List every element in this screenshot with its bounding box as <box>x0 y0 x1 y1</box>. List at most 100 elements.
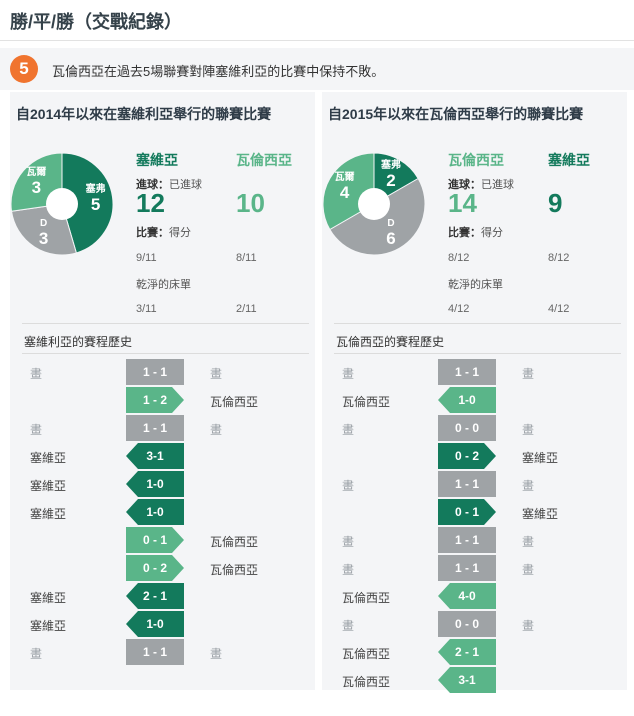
matches-label-main: 比賽： <box>448 227 481 239</box>
row-right-label: 瓦倫西亞 <box>210 395 259 409</box>
row-right-label: 瓦倫西亞 <box>210 563 259 577</box>
history-title: 塞維利亞的賽程歷史 <box>24 335 133 349</box>
score-pill: 0 - 0 <box>438 611 496 637</box>
goals-label-main: 進球： <box>136 179 169 191</box>
team-b-clean: 2/11 <box>236 303 257 315</box>
row-left-label: 瓦倫西亞 <box>342 647 391 661</box>
score-pill: 1 - 1 <box>126 639 184 665</box>
score-pill: 1 - 1 <box>438 471 496 497</box>
goals-label: 進球：已進球 <box>448 176 514 192</box>
row-right-label: 畫 <box>522 619 535 633</box>
history-row: 畫 1 - 1 畫 <box>322 358 627 386</box>
team-b-clean: 4/12 <box>548 303 570 315</box>
row-left-label: 瓦倫西亞 <box>342 591 391 605</box>
team-b-name: 瓦倫西亞 <box>236 152 292 168</box>
score-pill: 1-0 <box>126 471 184 497</box>
stat-callout: 5 瓦倫西亞在過去5場聯賽對陣塞維利亞的比賽中保持不敗。 <box>0 48 634 90</box>
score-pill: 1-0 <box>126 611 184 637</box>
pie-slice <box>61 152 114 254</box>
pie-slice-label: 瓦爾 3 <box>20 166 52 197</box>
results-pie: 塞弗 2 D 6 瓦爾 4 <box>322 152 426 256</box>
row-left-label: 畫 <box>30 423 43 437</box>
history-row: 瓦倫西亞 3-1 <box>322 666 627 694</box>
score-pill: 0 - 1 <box>126 527 184 553</box>
goals-label-sub: 已進球 <box>481 179 514 191</box>
row-left-label: 畫 <box>30 367 43 381</box>
history-row: 瓦倫西亞 2 - 1 <box>322 638 627 666</box>
matches-label-main: 比賽： <box>136 227 169 239</box>
team-b-goals: 9 <box>548 188 563 218</box>
row-right-label: 畫 <box>522 563 535 577</box>
team-a-goals: 14 <box>448 188 477 218</box>
row-right-label: 畫 <box>522 367 535 381</box>
clean-sheets-label: 乾淨的床單 <box>136 279 191 291</box>
score-pill: 3-1 <box>126 443 184 469</box>
score-pill: 0 - 0 <box>438 415 496 441</box>
score-pill: 0 - 2 <box>438 443 496 469</box>
history-divider <box>22 353 309 354</box>
team-b-played: 8/11 <box>236 252 257 264</box>
history-row: 畫 1 - 1 畫 <box>10 414 315 442</box>
history-row: 0 - 2 塞維亞 <box>322 442 627 470</box>
score-pill: 1 - 1 <box>126 359 184 385</box>
row-right-label: 畫 <box>522 535 535 549</box>
history-row: 塞維亞 1-0 <box>10 610 315 638</box>
pie-slice-name: 塞弗 <box>85 184 106 196</box>
row-left-label: 塞維亞 <box>30 619 67 633</box>
history-row: 0 - 1 塞維亞 <box>322 498 627 526</box>
team-a-clean: 4/12 <box>448 303 470 315</box>
row-left-label: 瓦倫西亞 <box>342 675 391 689</box>
history-row: 畫 0 - 0 畫 <box>322 414 627 442</box>
score-pill: 1 - 2 <box>126 387 184 413</box>
callout-text: 瓦倫西亞在過去5場聯賽對陣塞維利亞的比賽中保持不敗。 <box>52 64 385 79</box>
row-right-label: 瓦倫西亞 <box>210 535 259 549</box>
pie-slice <box>373 152 419 205</box>
pie-slice-label: 塞弗 2 <box>375 160 407 190</box>
row-right-label: 畫 <box>210 423 223 437</box>
team-b-goals: 10 <box>236 188 265 218</box>
score-pill: 1 - 1 <box>438 359 496 385</box>
panel-sevilla-home: 自2014年以來在塞維利亞舉行的聯賽比賽 塞弗 5 D 3 瓦爾 3 塞維亞 瓦倫西亞 進… <box>10 92 315 690</box>
matches-label-sub: 得分 <box>481 227 503 239</box>
score-pill: 3-1 <box>438 667 496 693</box>
history-row: 瓦倫西亞 4-0 <box>322 582 627 610</box>
team-b-name: 塞維亞 <box>548 152 590 168</box>
score-pill: 0 - 2 <box>126 555 184 581</box>
pie-slice-value: 6 <box>386 229 396 249</box>
pie-slice-value: 2 <box>386 170 396 190</box>
history-row: 畫 1 - 1 畫 <box>322 526 627 554</box>
goals-label-main: 進球： <box>448 179 481 191</box>
history-row: 塞維亞 1-0 <box>10 470 315 498</box>
panel-title: 自2014年以來在塞維利亞舉行的聯賽比賽 <box>16 106 272 122</box>
history-row: 0 - 2 瓦倫西亞 <box>10 554 315 582</box>
history-row: 瓦倫西亞 1-0 <box>322 386 627 414</box>
history-row: 畫 1 - 1 畫 <box>322 554 627 582</box>
row-left-label: 畫 <box>342 535 355 549</box>
callout-badge: 5 <box>10 55 38 83</box>
team-a-clean: 3/11 <box>136 303 157 315</box>
matches-label: 比賽：得分 <box>448 224 503 240</box>
matches-label: 比賽：得分 <box>136 224 191 240</box>
pie-slice-value: 3 <box>31 177 42 197</box>
history-row: 畫 1 - 1 畫 <box>10 358 315 386</box>
pie-slice-name: D <box>387 218 395 230</box>
history-divider-top <box>22 323 309 324</box>
team-a-played: 9/11 <box>136 252 157 264</box>
pie-slice-name: 瓦爾 <box>26 166 47 178</box>
row-right-label: 塞維亞 <box>522 451 559 465</box>
team-a-name: 塞維亞 <box>136 152 178 168</box>
history-row: 畫 0 - 0 畫 <box>322 610 627 638</box>
title-divider <box>0 40 634 41</box>
history-row: 畫 1 - 1 畫 <box>322 470 627 498</box>
row-left-label: 畫 <box>342 479 355 493</box>
pie-slice-name: 瓦爾 <box>334 172 355 183</box>
row-left-label: 塞維亞 <box>30 591 67 605</box>
row-left-label: 畫 <box>342 367 355 381</box>
results-pie: 塞弗 5 D 3 瓦爾 3 <box>10 152 114 256</box>
score-pill: 1 - 1 <box>126 415 184 441</box>
row-right-label: 塞維亞 <box>522 507 559 521</box>
pie-slice-label: 塞弗 5 <box>80 184 112 215</box>
pie-slice-value: 5 <box>90 195 101 215</box>
pie-slice-name: D <box>39 217 48 229</box>
